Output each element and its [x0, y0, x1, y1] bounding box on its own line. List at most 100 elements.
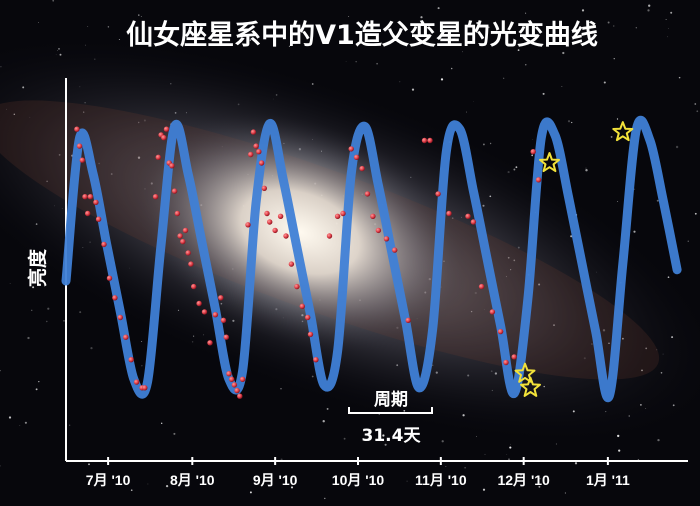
observation-point	[364, 191, 371, 197]
observation-point	[212, 312, 219, 318]
chart-title: 仙女座星系中的V1造父变星的光变曲线	[126, 19, 598, 51]
background-star	[107, 26, 110, 28]
observation-point	[307, 331, 314, 338]
background-star	[506, 454, 508, 455]
observation-point	[383, 236, 390, 242]
background-star	[141, 340, 143, 343]
observation-point	[177, 233, 183, 239]
observation-point	[239, 376, 246, 382]
observation-point	[237, 393, 243, 399]
background-star	[322, 420, 325, 423]
observation-point	[465, 213, 471, 219]
background-star	[613, 58, 615, 60]
background-star	[87, 26, 89, 27]
background-star	[288, 45, 290, 47]
observation-point	[79, 157, 86, 163]
background-star	[27, 336, 30, 340]
background-star	[450, 67, 453, 70]
background-star	[462, 51, 464, 53]
background-star	[0, 465, 1, 467]
observation-point	[353, 154, 360, 160]
background-star	[696, 110, 699, 113]
x-tick-label: 9月 '10	[253, 472, 298, 488]
observation-point	[446, 210, 452, 217]
background-star	[670, 11, 673, 14]
observation-point	[85, 210, 91, 217]
background-star	[249, 491, 252, 494]
background-star	[542, 92, 545, 95]
background-star	[130, 489, 133, 492]
observation-point	[299, 303, 305, 309]
background-star	[140, 15, 142, 17]
background-star	[24, 421, 27, 424]
background-star	[503, 77, 505, 79]
observation-point	[535, 177, 542, 183]
background-star	[489, 142, 492, 145]
observation-point	[256, 149, 262, 155]
observation-point	[112, 295, 118, 301]
background-star	[633, 188, 636, 190]
x-tick-label: 1月 '11	[586, 472, 630, 488]
background-star	[525, 12, 527, 14]
background-star	[423, 478, 424, 479]
x-tick-label: 12月 '10	[497, 472, 550, 488]
background-star	[465, 111, 468, 113]
background-star	[69, 424, 71, 426]
background-star	[445, 466, 447, 467]
background-star	[603, 81, 606, 84]
background-star	[675, 145, 679, 149]
observation-point	[435, 191, 441, 197]
observation-point	[497, 328, 504, 335]
background-star	[138, 14, 140, 16]
observation-point	[427, 137, 433, 144]
background-star	[667, 28, 669, 29]
observation-point	[258, 160, 265, 166]
observation-point	[305, 314, 311, 321]
background-star	[8, 416, 12, 419]
background-star	[38, 380, 40, 383]
background-star	[532, 139, 534, 140]
period-value: 31.4天	[362, 426, 422, 446]
observation-point	[174, 210, 181, 217]
observation-point	[294, 283, 300, 290]
background-star	[141, 365, 143, 367]
background-star	[562, 51, 565, 55]
background-star	[90, 347, 93, 350]
observation-point	[272, 227, 278, 234]
observation-point	[106, 275, 113, 281]
background-star	[88, 463, 90, 466]
background-star	[647, 9, 650, 12]
background-star	[376, 62, 378, 65]
background-star	[324, 497, 326, 500]
background-star	[694, 103, 697, 105]
background-star	[517, 49, 520, 51]
observation-point	[93, 199, 99, 205]
background-star	[564, 492, 566, 494]
background-star	[687, 240, 689, 242]
observation-point	[123, 334, 129, 340]
observation-point	[196, 300, 202, 307]
background-star	[326, 407, 329, 410]
observation-point	[229, 376, 235, 382]
observation-point	[142, 385, 148, 391]
observation-point	[313, 357, 319, 363]
observation-point	[478, 283, 485, 290]
observation-point	[245, 222, 251, 228]
observation-point	[375, 227, 382, 234]
star-marker	[514, 362, 536, 383]
background-star	[635, 27, 637, 29]
background-star	[47, 307, 50, 310]
observation-point	[128, 357, 134, 363]
background-star	[656, 199, 659, 202]
background-star	[585, 169, 588, 172]
background-star	[657, 438, 660, 442]
background-star	[539, 477, 541, 480]
observation-point	[82, 194, 88, 200]
star-marker	[520, 376, 541, 397]
background-star	[161, 422, 163, 424]
observation-point	[326, 233, 333, 239]
background-star	[510, 443, 511, 445]
background-star	[31, 309, 33, 311]
